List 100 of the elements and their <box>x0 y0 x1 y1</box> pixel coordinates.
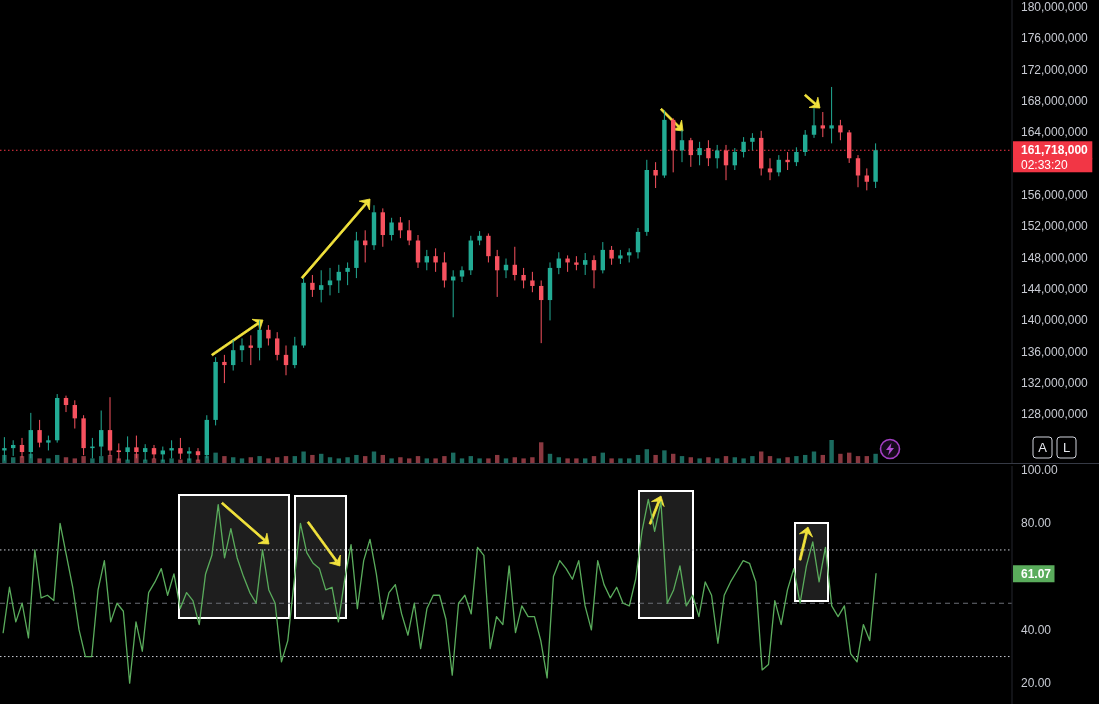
candlestick <box>767 157 773 181</box>
bar <box>63 457 69 463</box>
bar <box>679 456 685 463</box>
y-tick-label: 148,000,000 <box>1021 250 1089 265</box>
y-tick-label: 136,000,000 <box>1021 344 1089 359</box>
bar <box>178 459 183 463</box>
bar <box>723 456 729 463</box>
y-tick-label: 100.00 <box>1021 463 1059 477</box>
bar <box>477 458 482 463</box>
bar <box>715 458 720 463</box>
bar <box>732 457 737 463</box>
candlestick <box>829 86 834 144</box>
bar <box>345 457 350 463</box>
candlestick <box>99 410 104 457</box>
y-tick-label: 172,000,000 <box>1021 62 1089 77</box>
candlestick <box>486 232 491 263</box>
y-tick-label: 144,000,000 <box>1021 282 1089 297</box>
bar <box>741 458 746 463</box>
bar <box>530 457 535 463</box>
bar <box>468 456 473 463</box>
bar <box>248 457 253 463</box>
bar <box>319 453 324 463</box>
bar <box>336 458 341 463</box>
text: 61.07 <box>1021 566 1052 581</box>
candlestick <box>407 219 412 246</box>
bar <box>662 450 667 463</box>
candlestick <box>63 395 69 413</box>
bar <box>231 457 236 463</box>
bar <box>706 457 711 463</box>
bar <box>785 457 790 463</box>
bar <box>283 456 289 463</box>
bar <box>380 454 385 463</box>
bar <box>72 458 77 463</box>
candlestick <box>266 324 271 346</box>
bar <box>539 442 544 463</box>
y-tick-label: 132,000,000 <box>1021 376 1089 391</box>
candlestick <box>398 216 403 239</box>
candlestick <box>583 252 588 276</box>
candlestick <box>459 265 465 283</box>
bar <box>556 457 561 463</box>
bar <box>855 456 861 463</box>
bar <box>257 456 262 463</box>
candlestick <box>37 419 42 448</box>
bar <box>750 456 755 463</box>
y-tick-label: 164,000,000 <box>1021 125 1089 140</box>
bar <box>486 458 491 463</box>
bar <box>389 458 394 463</box>
candlestick <box>169 439 174 459</box>
bar <box>803 454 808 463</box>
bar <box>459 458 465 463</box>
bar <box>583 458 588 463</box>
bar <box>37 458 42 463</box>
text: 02:33:20 <box>1021 158 1069 173</box>
candlestick <box>257 319 262 361</box>
candlestick <box>248 334 253 366</box>
candlestick <box>292 336 297 369</box>
y-tick-label: 128,000,000 <box>1021 407 1089 422</box>
bar <box>521 458 526 463</box>
candlestick <box>697 141 702 166</box>
bar <box>512 457 517 463</box>
bar <box>609 458 614 463</box>
candlestick <box>380 207 385 248</box>
candlestick <box>785 151 790 171</box>
y-tick-label: 180,000,000 <box>1021 0 1089 15</box>
bar <box>503 458 509 463</box>
bar <box>820 454 825 463</box>
y-tick-label: 152,000,000 <box>1021 219 1089 234</box>
y-tick-label: 80.00 <box>1021 516 1052 531</box>
candlestick <box>389 217 394 242</box>
bar <box>442 456 447 463</box>
bar <box>495 454 500 463</box>
y-tick-label: 176,000,000 <box>1021 31 1089 46</box>
candlestick <box>433 247 438 273</box>
candlestick <box>345 261 350 286</box>
bar <box>415 456 421 463</box>
bar <box>574 458 579 463</box>
bar <box>125 459 130 463</box>
bar <box>99 456 104 463</box>
candlestick <box>442 251 447 289</box>
bar <box>213 452 218 463</box>
text: A <box>1038 440 1048 455</box>
bar <box>222 456 227 463</box>
candlestick <box>495 249 500 298</box>
bar <box>266 458 271 463</box>
bar <box>169 458 174 463</box>
candlestick <box>275 331 280 361</box>
bar <box>275 457 280 463</box>
candlestick <box>539 279 544 344</box>
candlestick <box>231 339 236 372</box>
candlestick <box>811 107 817 139</box>
bar <box>829 440 834 463</box>
bar <box>398 457 403 463</box>
bar <box>46 458 51 463</box>
bar <box>354 454 359 463</box>
bar <box>327 457 333 463</box>
candlestick <box>715 144 720 169</box>
text: L <box>1062 440 1071 455</box>
bar <box>591 456 597 463</box>
bar <box>635 454 641 463</box>
bar <box>864 456 869 463</box>
